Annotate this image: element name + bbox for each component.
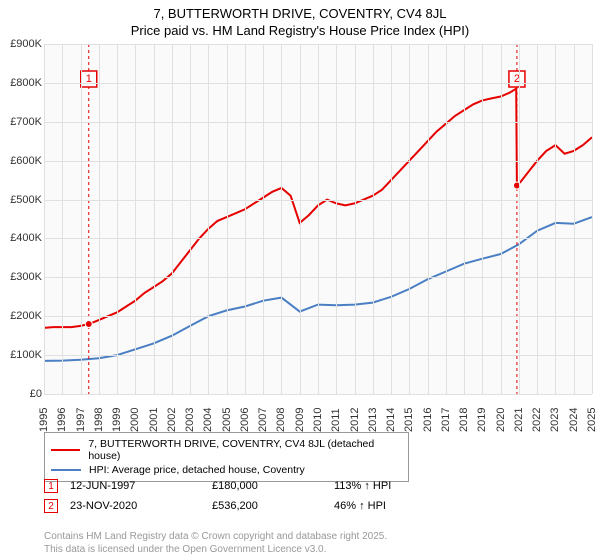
y-axis-label: £700K <box>0 116 42 128</box>
x-axis-label: 2018 <box>458 404 470 432</box>
legend-swatch <box>51 469 81 471</box>
annotation-row: 2 23-NOV-2020 £536,200 46% ↑ HPI <box>44 496 434 516</box>
y-axis-label: £200K <box>0 310 42 322</box>
y-axis-label: £400K <box>0 232 42 244</box>
legend-swatch <box>51 449 80 451</box>
x-axis-label: 1998 <box>93 404 105 432</box>
x-axis-label: 1996 <box>56 404 68 432</box>
annotation-price: £536,200 <box>212 500 322 512</box>
credit-line: This data is licensed under the Open Gov… <box>44 543 387 556</box>
credit-line: Contains HM Land Registry data © Crown c… <box>44 530 387 543</box>
x-axis-label: 2010 <box>312 404 324 432</box>
x-axis-label: 2000 <box>129 404 141 432</box>
x-axis-label: 2008 <box>275 404 287 432</box>
chart-title: 7, BUTTERWORTH DRIVE, COVENTRY, CV4 8JL <box>0 0 600 21</box>
x-axis-label: 2013 <box>367 404 379 432</box>
annotation-pct: 113% ↑ HPI <box>334 480 434 492</box>
annotation-price: £180,000 <box>212 480 322 492</box>
y-axis-label: £100K <box>0 349 42 361</box>
x-axis-label: 2017 <box>440 404 452 432</box>
y-axis-label: £800K <box>0 77 42 89</box>
x-axis-label: 2020 <box>495 404 507 432</box>
plot-area: 12 <box>44 44 592 394</box>
legend-label: 7, BUTTERWORTH DRIVE, COVENTRY, CV4 8JL … <box>88 438 402 462</box>
y-axis-label: £500K <box>0 194 42 206</box>
x-axis-label: 2011 <box>330 404 342 432</box>
annotation-marker: 2 <box>44 499 58 513</box>
x-axis-label: 2019 <box>476 404 488 432</box>
annotation-table: 1 12-JUN-1997 £180,000 113% ↑ HPI 2 23-N… <box>44 476 434 516</box>
x-axis-label: 2002 <box>166 404 178 432</box>
y-axis-label: £900K <box>0 38 42 50</box>
legend-box: 7, BUTTERWORTH DRIVE, COVENTRY, CV4 8JL … <box>44 432 409 482</box>
legend-item: HPI: Average price, detached house, Cove… <box>51 463 402 477</box>
annotation-date: 12-JUN-1997 <box>70 480 200 492</box>
x-axis-label: 2016 <box>422 404 434 432</box>
annotation-num: 1 <box>48 481 54 492</box>
y-axis-label: £300K <box>0 271 42 283</box>
x-axis-label: 2005 <box>221 404 233 432</box>
annotation-num: 2 <box>48 501 54 512</box>
x-axis-label: 2003 <box>184 404 196 432</box>
x-axis-label: 2015 <box>403 404 415 432</box>
x-axis-label: 1999 <box>111 404 123 432</box>
x-axis-label: 1997 <box>75 404 87 432</box>
annotation-date: 23-NOV-2020 <box>70 500 200 512</box>
chart-area: 12 £0 £100K £200K £300K £400K £500K £600K £700K… <box>0 44 600 424</box>
x-axis-label: 2024 <box>568 404 580 432</box>
annotation-row: 1 12-JUN-1997 £180,000 113% ↑ HPI <box>44 476 434 496</box>
chart-subtitle: Price paid vs. HM Land Registry's House … <box>0 21 600 38</box>
legend-label: HPI: Average price, detached house, Cove… <box>89 464 305 476</box>
y-axis-label: £0 <box>0 388 42 400</box>
x-axis-label: 2022 <box>531 404 543 432</box>
x-axis-label: 2007 <box>257 404 269 432</box>
annotation-marker: 1 <box>44 479 58 493</box>
x-axis-label: 2012 <box>349 404 361 432</box>
x-axis-label: 2001 <box>148 404 160 432</box>
annotation-pct: 46% ↑ HPI <box>334 500 434 512</box>
x-axis-label: 2023 <box>549 404 561 432</box>
x-axis-label: 2004 <box>202 404 214 432</box>
credit-text: Contains HM Land Registry data © Crown c… <box>44 530 387 556</box>
y-axis-label: £600K <box>0 155 42 167</box>
x-axis-label: 2009 <box>294 404 306 432</box>
x-axis-label: 2006 <box>239 404 251 432</box>
x-axis-label: 2014 <box>385 404 397 432</box>
chart-container: 7, BUTTERWORTH DRIVE, COVENTRY, CV4 8JL … <box>0 0 600 560</box>
x-axis-label: 2021 <box>513 404 525 432</box>
legend-item: 7, BUTTERWORTH DRIVE, COVENTRY, CV4 8JL … <box>51 437 402 463</box>
x-axis-label: 2025 <box>586 404 598 432</box>
x-axis-label: 1995 <box>38 404 50 432</box>
